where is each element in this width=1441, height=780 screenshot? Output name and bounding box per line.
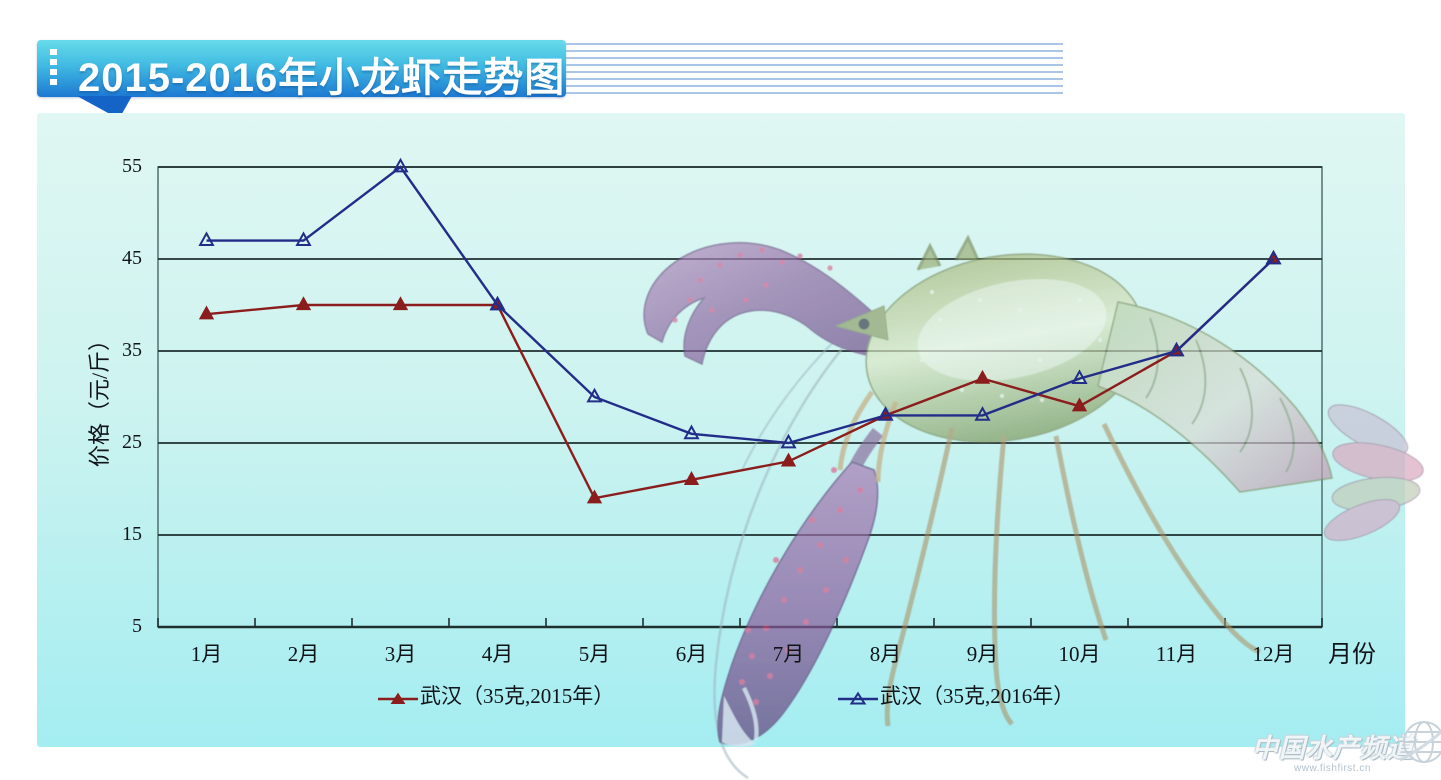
- data-point-marker: [780, 452, 797, 467]
- data-point-marker: [974, 406, 991, 421]
- y-tick-label-35: 35: [122, 339, 142, 361]
- y-tick-label-55: 55: [122, 155, 142, 177]
- legend-item-2015: 武汉（35克,2015年）: [378, 680, 614, 708]
- y-tick-label-25: 25: [122, 431, 142, 453]
- y-tick-label-45: 45: [122, 247, 142, 269]
- x-tick-label-6: 6月: [675, 642, 708, 666]
- banner-dotted-line-icon: [50, 49, 57, 89]
- x-tick-label-12: 12月: [1252, 642, 1295, 666]
- data-point-marker: [586, 489, 603, 504]
- x-tick-label-1: 1月: [190, 642, 223, 666]
- x-tick-label-4: 4月: [481, 642, 514, 666]
- data-point-marker: [295, 231, 312, 246]
- decor-stripes: [566, 43, 1063, 96]
- data-point-marker: [198, 305, 215, 320]
- data-point-marker: [780, 433, 797, 449]
- data-point-marker: [489, 295, 506, 311]
- legend-marker-2015-icon: [378, 692, 418, 704]
- title-banner: 2015-2016年小龙虾走势图: [37, 40, 566, 100]
- x-tick-label-11: 11月: [1155, 642, 1198, 666]
- x-tick-label-9: 9月: [966, 642, 999, 666]
- data-point-marker: [198, 231, 215, 246]
- x-tick-label-2: 2月: [287, 642, 320, 666]
- x-tick-label-8: 8月: [869, 642, 902, 666]
- y-tick-label-5: 5: [132, 615, 142, 637]
- series-line-1: [206, 165, 1275, 445]
- globe-icon: [1399, 721, 1441, 763]
- data-point-marker: [1265, 249, 1282, 265]
- legend-label-2015: 武汉（35克,2015年）: [420, 684, 615, 708]
- page-title: 2015-2016年小龙虾走势图: [78, 56, 566, 100]
- watermark: 中国水产频道 www.fishfirst.cn: [1252, 721, 1441, 774]
- y-axis-title: 价格（元/斤）: [87, 328, 112, 468]
- legend-item-2016: 武汉（35克,2016年）: [838, 680, 1074, 708]
- data-point-marker: [1071, 397, 1088, 412]
- data-point-marker: [974, 369, 991, 384]
- series-line-0: [206, 258, 1275, 500]
- watermark-title: 中国水产频道: [1252, 733, 1415, 763]
- data-point-marker: [295, 296, 312, 311]
- data-point-marker: [1168, 341, 1185, 357]
- data-point-marker: [683, 471, 700, 485]
- x-tick-label-7: 7月: [772, 642, 805, 666]
- legend-label-2016: 武汉（35克,2016年）: [880, 684, 1075, 708]
- x-tick-label-10: 10月: [1058, 642, 1101, 666]
- data-point-marker: [1071, 369, 1088, 384]
- data-point-marker: [392, 296, 409, 311]
- x-tick-label-3: 3月: [384, 642, 417, 666]
- x-axis-title: 月份: [1328, 642, 1376, 668]
- data-point-marker: [877, 406, 894, 421]
- data-point-marker: [392, 157, 409, 173]
- data-point-marker: [683, 424, 700, 440]
- x-tick-label-5: 5月: [578, 642, 611, 666]
- watermark-url: www.fishfirst.cn: [1294, 763, 1371, 774]
- legend-marker-2016-icon: [838, 691, 878, 705]
- data-point-marker: [586, 387, 603, 403]
- y-tick-label-15: 15: [122, 523, 142, 545]
